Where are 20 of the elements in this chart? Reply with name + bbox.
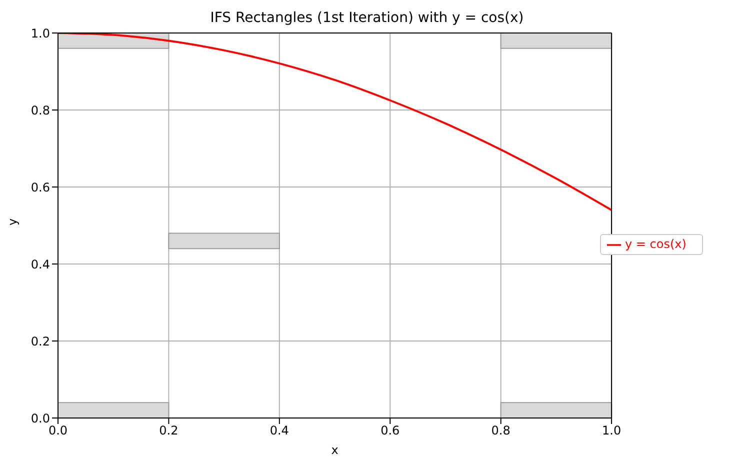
bar xyxy=(58,402,170,418)
x-tick-label: 0.0 xyxy=(48,424,68,438)
y-tick-label: 0.6 xyxy=(30,180,50,194)
legend-label: y = cos(x) xyxy=(625,237,686,251)
x-tick-label: 0.2 xyxy=(159,424,178,438)
x-tick-label: 0.6 xyxy=(380,424,400,438)
y-axis-title: y xyxy=(5,218,20,226)
y-tick-label: 0.0 xyxy=(30,411,50,426)
chart-title: IFS Rectangles (1st Iteration) with y = cos(x) xyxy=(209,9,525,28)
y-tick-label: 0.4 xyxy=(30,257,50,272)
y-tick-label: 0.8 xyxy=(30,103,50,118)
x-tick-label: 0.8 xyxy=(491,424,510,438)
x-tick-label: 1.0 xyxy=(602,424,622,438)
bar xyxy=(500,32,612,49)
bar xyxy=(500,402,612,418)
y-tick-label: 1.0 xyxy=(30,26,50,40)
bar xyxy=(168,232,280,250)
x-tick-label: 0.4 xyxy=(270,424,289,438)
x-axis-title: x xyxy=(331,443,338,457)
y-tick-label: 0.2 xyxy=(30,334,50,348)
